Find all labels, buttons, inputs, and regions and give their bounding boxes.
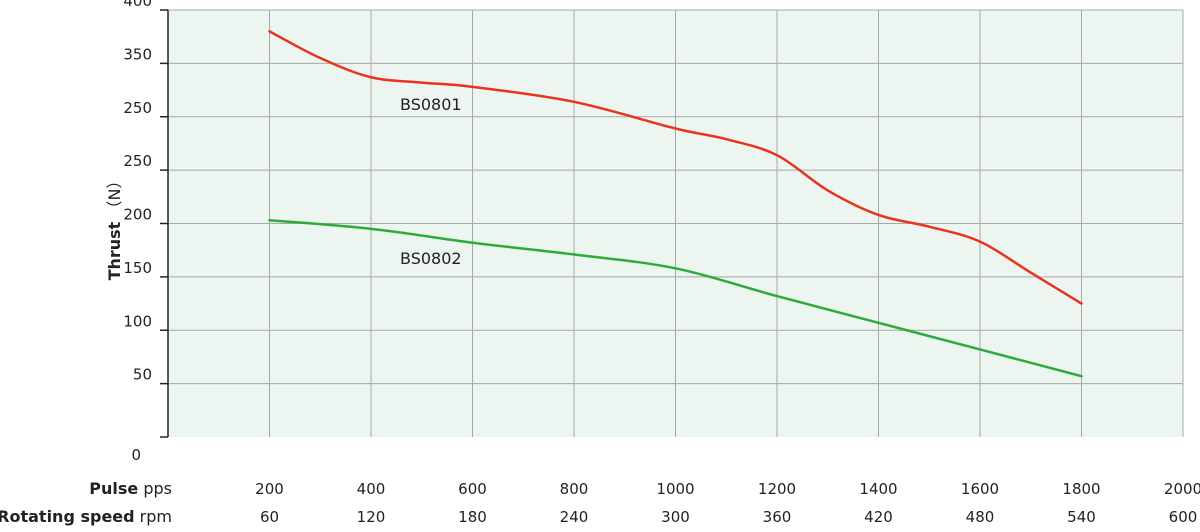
y-tick-label: 250 — [123, 99, 152, 117]
x-tick-label: 480 — [966, 508, 995, 526]
x-tick-label: 600 — [1169, 508, 1198, 526]
x-tick-label: 60 — [260, 508, 279, 526]
x-tick-label: 600 — [458, 480, 487, 498]
x-row-label-title: Rotating speed — [0, 507, 135, 526]
x-axis-rows: Pulse pps 200 400 600 800 1000 1200 1400 1600 180… — [0, 479, 1200, 526]
y-axis-label: Thrust （N） — [105, 173, 124, 281]
x-tick-label: 300 — [661, 508, 690, 526]
x-row-label-title: Pulse — [89, 479, 138, 498]
x-tick-label: 1400 — [859, 480, 897, 498]
x-tick-label: 120 — [357, 508, 386, 526]
y-tick-label: 250 — [123, 152, 152, 170]
x-tick-label: 540 — [1067, 508, 1096, 526]
y-tick-label: 200 — [123, 206, 152, 224]
x-row-label-unit: rpm — [135, 507, 172, 526]
series-labels: BS0801 BS0802 — [400, 95, 462, 268]
grid — [168, 9, 1184, 437]
y-tick-label: 50 — [133, 366, 152, 384]
y-tick-label: 400 — [123, 0, 152, 10]
x-row-label: Pulse pps — [89, 479, 172, 498]
x-tick-label: 800 — [560, 480, 589, 498]
y-axis-label-title: Thrust — [105, 221, 124, 280]
x-row-label-unit: pps — [138, 479, 172, 498]
y-tick-label: 100 — [123, 312, 152, 330]
y-tick-label: 150 — [123, 259, 152, 277]
x-tick-label: 2000 — [1164, 480, 1200, 498]
x-tick-label: 240 — [560, 508, 589, 526]
x-tick-label: 420 — [864, 508, 893, 526]
y-tick-label: 0 — [131, 446, 141, 464]
x-row-label: Rotating speed rpm — [0, 507, 172, 526]
series-line-bs0801 — [268, 30, 1083, 305]
x-tick-label: 1200 — [758, 480, 796, 498]
series-group — [268, 30, 1083, 378]
y-tick-label: 350 — [123, 45, 152, 63]
y-axis-label-unit: （N） — [105, 173, 124, 217]
x-tick-label: 200 — [255, 480, 284, 498]
y-ticks: 0 50 100 150 200 250 250 350 400 — [123, 0, 168, 464]
x-tick-label: 1600 — [961, 480, 999, 498]
x-tick-label: 180 — [458, 508, 487, 526]
series-line-bs0802 — [268, 219, 1083, 378]
x-tick-label: 360 — [763, 508, 792, 526]
x-tick-label: 1000 — [656, 480, 694, 498]
x-tick-label: 400 — [357, 480, 386, 498]
x-tick-label: 1800 — [1062, 480, 1100, 498]
series-label-bs0801: BS0801 — [400, 95, 462, 114]
series-label-bs0802: BS0802 — [400, 249, 462, 268]
